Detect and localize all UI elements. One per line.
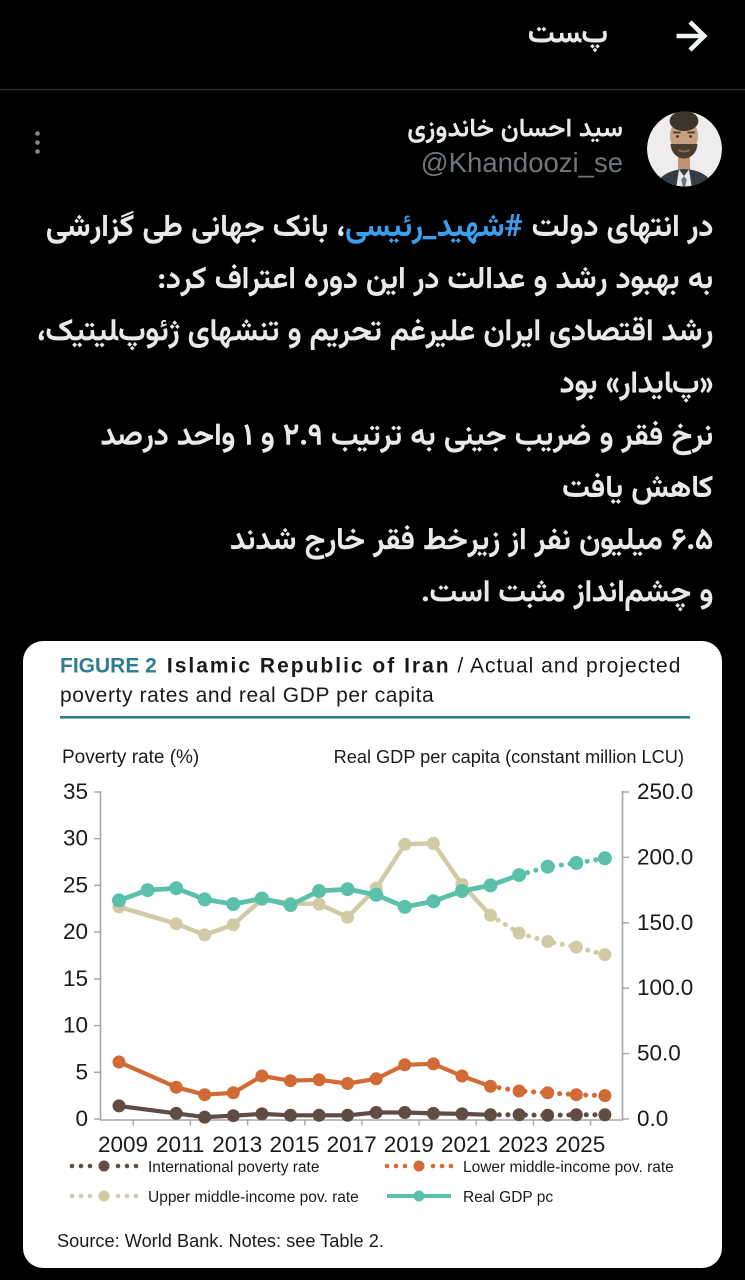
- svg-text:2017: 2017: [327, 1132, 377, 1157]
- svg-text:@Khandoozi_se: @Khandoozi_se: [421, 147, 623, 178]
- svg-text:200.0: 200.0: [637, 844, 693, 869]
- svg-text:Real GDP pc: Real GDP pc: [463, 1189, 553, 1206]
- svg-text:30: 30: [63, 826, 88, 851]
- svg-text:250.0: 250.0: [637, 779, 693, 804]
- svg-text:International poverty rate: International poverty rate: [148, 1159, 319, 1176]
- svg-text:2009: 2009: [98, 1132, 148, 1157]
- svg-text:0: 0: [75, 1106, 88, 1131]
- svg-text:2019: 2019: [384, 1132, 434, 1157]
- svg-text:20: 20: [63, 919, 88, 944]
- svg-text:50.0: 50.0: [637, 1041, 681, 1066]
- svg-text:100.0: 100.0: [637, 975, 693, 1000]
- svg-text:Source: World Bank. Notes: see: Source: World Bank. Notes: see Table 2.: [57, 1231, 384, 1251]
- svg-text:Upper middle-income pov. rate: Upper middle-income pov. rate: [148, 1189, 359, 1206]
- svg-text:2015: 2015: [269, 1132, 319, 1157]
- svg-text:15: 15: [63, 966, 88, 991]
- svg-text:10: 10: [63, 1013, 88, 1038]
- svg-text:150.0: 150.0: [637, 910, 693, 935]
- svg-text:25: 25: [63, 872, 88, 897]
- svg-text:2021: 2021: [441, 1132, 491, 1157]
- svg-text:35: 35: [63, 779, 88, 804]
- svg-text:2013: 2013: [212, 1132, 262, 1157]
- svg-text:Real GDP per capita (constant: Real GDP per capita (constant million LC…: [334, 747, 684, 767]
- svg-text:poverty rates and real GDP per: poverty rates and real GDP per capita: [60, 684, 434, 707]
- svg-text:2025: 2025: [555, 1132, 605, 1157]
- svg-text:2011: 2011: [156, 1132, 204, 1157]
- svg-text:Poverty rate (%): Poverty rate (%): [62, 747, 199, 768]
- svg-text:0.0: 0.0: [637, 1106, 668, 1131]
- svg-text:5: 5: [75, 1059, 88, 1084]
- svg-text:Lower middle-income pov. rate: Lower middle-income pov. rate: [463, 1159, 674, 1176]
- svg-text:2023: 2023: [498, 1132, 548, 1157]
